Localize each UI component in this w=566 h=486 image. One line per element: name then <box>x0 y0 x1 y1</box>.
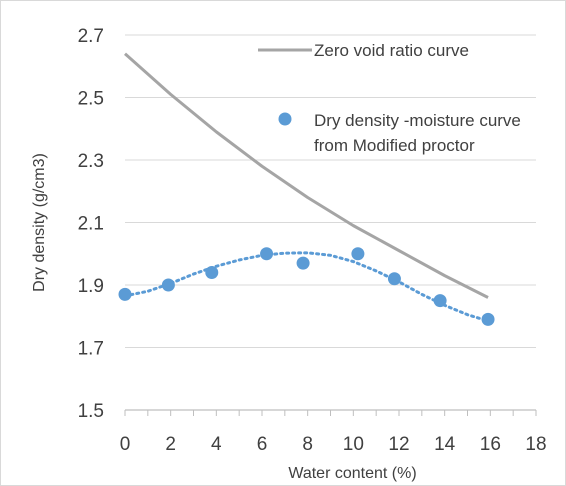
x-tick-label: 2 <box>165 434 176 455</box>
legend: Zero void ratio curve Dry density -moistu… <box>258 41 521 155</box>
y-tick-label: 1.9 <box>78 276 104 297</box>
y-tick-label: 1.5 <box>78 401 104 422</box>
trendline-dotted <box>123 251 490 323</box>
y-tick-label: 2.5 <box>78 89 104 110</box>
data-point <box>296 256 310 270</box>
legend-label-zero-void: Zero void ratio curve <box>314 41 469 60</box>
y-tick-label: 2.3 <box>78 151 104 172</box>
data-point <box>351 247 365 261</box>
data-point <box>481 312 495 326</box>
y-tick-label: 2.1 <box>78 214 104 235</box>
x-tick-label: 8 <box>302 434 313 455</box>
x-tick-label: 18 <box>525 434 546 455</box>
x-tick-label: 16 <box>480 434 501 455</box>
data-point <box>205 266 219 279</box>
x-axis-label: Water content (%) <box>288 465 416 482</box>
legend-marker-swatch <box>278 112 292 126</box>
legend-label-proctor-line2: from Modified proctor <box>314 136 475 155</box>
y-tick-label: 2.7 <box>78 26 104 47</box>
series <box>118 52 495 326</box>
data-point <box>387 272 401 286</box>
gridlines <box>125 34 536 348</box>
x-tick-label: 4 <box>211 434 222 455</box>
legend-label-proctor-line1: Dry density -moisture curve <box>314 111 521 130</box>
data-point <box>433 294 447 308</box>
x-tick-label: 6 <box>257 434 268 455</box>
data-point <box>161 278 175 292</box>
y-axis-label: Dry density (g/cm3) <box>31 153 48 292</box>
y-tick-label: 1.7 <box>78 339 104 360</box>
x-tick-label: 0 <box>120 434 131 455</box>
x-tick-label: 10 <box>343 434 364 455</box>
axes: 1.5 1.7 1.9 2.1 2.3 2.5 2.7 0 2 4 6 8 10 12 14 16 18 <box>78 26 547 455</box>
x-tick-label: 14 <box>434 434 456 455</box>
data-point <box>118 287 132 301</box>
data-point <box>260 247 274 261</box>
zero-void-ratio-curve <box>124 52 489 299</box>
x-tick-label: 12 <box>388 434 409 455</box>
